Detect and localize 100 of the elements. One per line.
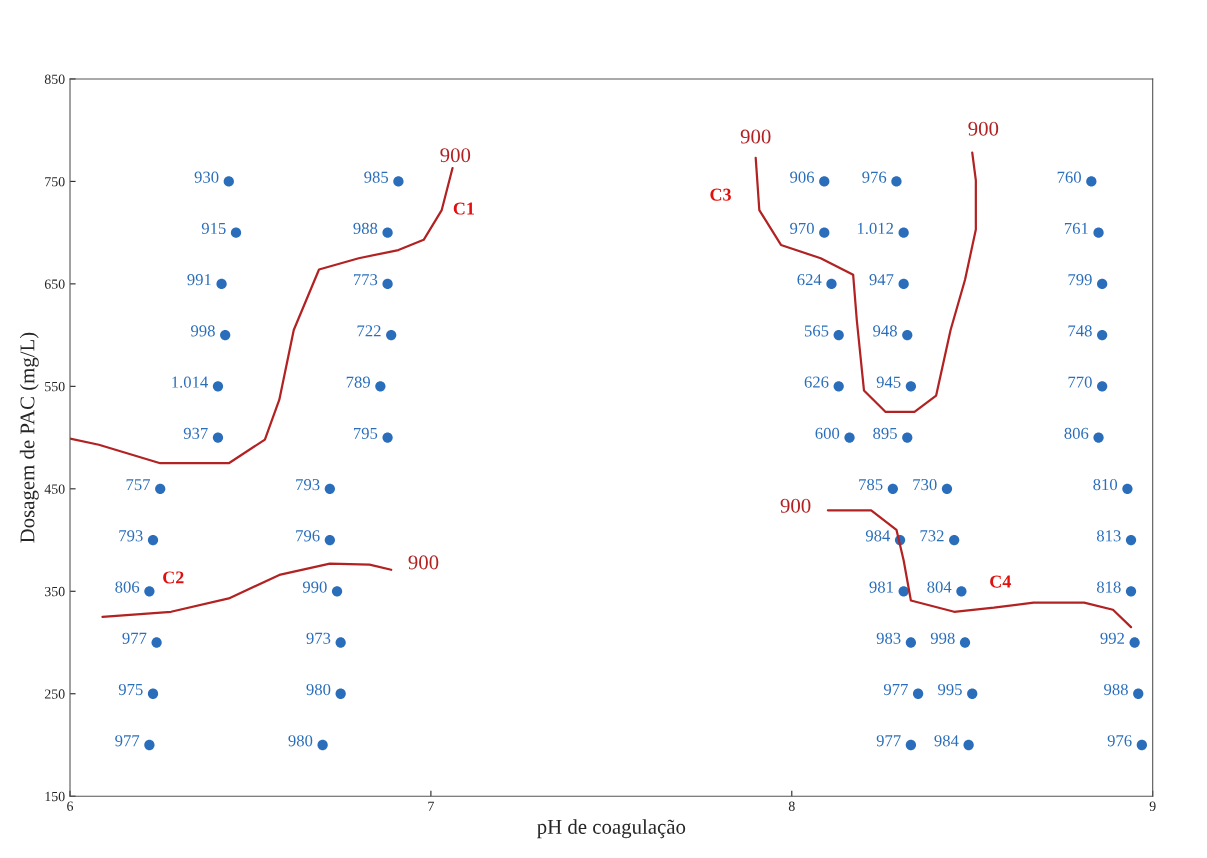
point <box>956 586 967 597</box>
point <box>331 586 343 597</box>
point <box>898 227 909 238</box>
annotation: 818 <box>1096 581 1121 593</box>
line-series <box>754 151 977 414</box>
annotation: 977 <box>876 735 901 747</box>
y-tick-label: 350 <box>44 586 65 597</box>
annotation: 930 <box>194 171 219 183</box>
annotation: C1 <box>453 202 474 215</box>
point <box>324 483 335 494</box>
annotation: 813 <box>1096 530 1121 542</box>
annotation: 773 <box>353 274 378 286</box>
annotation: 730 <box>913 478 937 491</box>
point <box>386 329 397 341</box>
point <box>223 176 234 187</box>
point <box>317 739 328 751</box>
annotation: 947 <box>869 274 894 286</box>
y-tick-label: 850 <box>44 74 65 84</box>
point <box>151 637 162 648</box>
point <box>1093 432 1104 443</box>
annotation: C3 <box>710 188 731 201</box>
annotation: 945 <box>876 376 901 388</box>
annotation: 795 <box>353 427 378 439</box>
line-series <box>70 166 454 465</box>
point <box>220 329 231 341</box>
annotation: 990 <box>302 581 327 593</box>
annotation: 900 <box>440 148 471 163</box>
point <box>898 278 909 290</box>
annotation: 789 <box>346 376 370 388</box>
y-axis-title: Dosagem de PAC (mg/L) <box>19 332 39 543</box>
line-series <box>101 562 393 619</box>
annotation: 760 <box>1057 171 1081 183</box>
annotation: 600 <box>815 427 840 439</box>
annotation: 748 <box>1068 325 1092 337</box>
y-tick-label: 450 <box>44 484 65 494</box>
annotation: 806 <box>115 581 140 593</box>
annotation: 981 <box>869 581 893 593</box>
y-tick-label: 650 <box>44 279 65 289</box>
point <box>155 483 166 494</box>
annotation: 970 <box>790 222 814 235</box>
annotation: C2 <box>163 571 184 584</box>
point <box>902 329 913 341</box>
annotation: 915 <box>201 222 226 235</box>
point <box>902 432 913 443</box>
point <box>1133 688 1144 699</box>
annotation: 985 <box>364 171 389 183</box>
annotation: 796 <box>296 530 320 542</box>
point <box>382 227 393 238</box>
point <box>891 176 902 187</box>
point <box>382 432 393 443</box>
point <box>1097 381 1108 392</box>
annotation: 799 <box>1068 274 1092 286</box>
x-tick-label: 9 <box>1149 801 1156 811</box>
point <box>375 381 386 392</box>
annotation: 732 <box>920 530 944 542</box>
x-axis-title: pH de coagulação <box>537 819 686 839</box>
annotation: 976 <box>1107 735 1132 747</box>
point <box>324 534 335 546</box>
point <box>833 329 844 341</box>
annotation: 761 <box>1064 222 1088 235</box>
point <box>819 227 830 238</box>
point <box>826 278 837 290</box>
point <box>212 432 224 443</box>
annotation: 626 <box>804 376 829 388</box>
point <box>905 381 917 392</box>
y-tick-label: 150 <box>45 791 65 802</box>
point <box>1097 278 1108 290</box>
y-tick-label: 250 <box>44 689 65 699</box>
point <box>144 586 155 597</box>
annotation: 810 <box>1093 478 1118 491</box>
annotation: 895 <box>873 427 897 439</box>
annotation: 977 <box>883 683 908 696</box>
x-tick-label: 8 <box>788 801 795 811</box>
annotation: 722 <box>357 325 381 337</box>
annotation: 900 <box>968 121 999 136</box>
point <box>905 739 917 751</box>
annotation: 906 <box>790 171 815 183</box>
point <box>1097 329 1108 341</box>
annotation: 565 <box>804 325 829 337</box>
point <box>905 637 917 648</box>
annotation: 937 <box>183 427 208 439</box>
annotation: 973 <box>306 632 331 644</box>
annotation: 793 <box>296 479 320 491</box>
annotation: 1.012 <box>857 222 894 235</box>
annotation: 785 <box>859 478 883 491</box>
x-tick-label: 6 <box>67 801 74 811</box>
point <box>1125 586 1137 597</box>
annotation: 624 <box>797 274 822 286</box>
point <box>216 278 227 290</box>
point <box>949 534 960 546</box>
point <box>147 534 159 546</box>
point <box>1093 227 1104 238</box>
annotation: 977 <box>115 735 140 747</box>
point <box>212 381 224 392</box>
annotation: 998 <box>191 325 215 337</box>
x-tick-label: 7 <box>428 801 434 811</box>
point <box>819 176 830 187</box>
annotation: 983 <box>876 632 901 644</box>
point <box>1086 176 1097 187</box>
annotation: 980 <box>288 735 313 747</box>
